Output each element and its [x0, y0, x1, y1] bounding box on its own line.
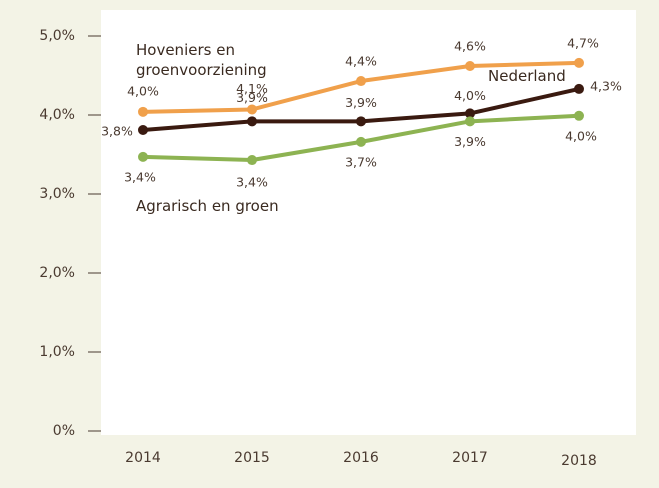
value-label: 3,9%	[345, 95, 377, 110]
value-label: 3,9%	[454, 134, 486, 149]
value-label: 3,8%	[101, 124, 133, 139]
y-tick-label: 4,0%	[39, 107, 75, 123]
point	[465, 116, 475, 127]
value-label: 3,4%	[124, 169, 156, 184]
value-label: 4,1%	[236, 81, 268, 96]
x-tick-label: 2018	[561, 453, 597, 469]
series-label: Hoveniers en groenvoorziening	[136, 41, 267, 79]
value-label: 3,9%	[236, 90, 268, 105]
point	[138, 125, 148, 136]
x-tick-label: 2015	[234, 450, 270, 466]
point	[247, 155, 257, 166]
value-label: 4,0%	[454, 88, 486, 103]
y-tick-label: 0%	[53, 423, 75, 439]
y-tick-label: 3,0%	[39, 186, 75, 202]
value-label: 4,3%	[590, 78, 622, 93]
value-label: 3,4%	[236, 175, 268, 190]
point	[247, 116, 257, 127]
point	[356, 76, 366, 87]
series-name: Hoveniers en groenvoorziening	[136, 41, 267, 79]
point	[465, 61, 475, 72]
point	[247, 104, 257, 115]
point	[356, 136, 366, 147]
point	[138, 106, 148, 117]
value-label: 4,7%	[567, 35, 599, 50]
series-name: Nederland	[488, 67, 566, 85]
value-label: 4,0%	[127, 83, 159, 98]
point	[574, 83, 584, 94]
value-label: 3,7%	[345, 154, 377, 169]
point	[574, 57, 584, 68]
x-tick-label: 2016	[343, 450, 379, 466]
point	[138, 151, 148, 162]
y-tick-label: 5,0%	[39, 28, 75, 44]
value-label: 4,0%	[565, 128, 597, 143]
value-label: 4,4%	[345, 54, 377, 69]
x-tick-label: 2017	[452, 450, 488, 466]
value-label: 4,6%	[454, 39, 486, 54]
point	[574, 110, 584, 121]
point	[465, 108, 475, 119]
y-tick-label: 1,0%	[39, 344, 75, 360]
series-label: Agrarisch en groen	[136, 197, 279, 215]
series-name: Agrarisch en groen	[136, 197, 279, 215]
y-tick-label: 2,0%	[39, 265, 75, 281]
point	[356, 116, 366, 127]
series-label: Nederland	[488, 67, 566, 85]
x-tick-label: 2014	[125, 450, 161, 466]
